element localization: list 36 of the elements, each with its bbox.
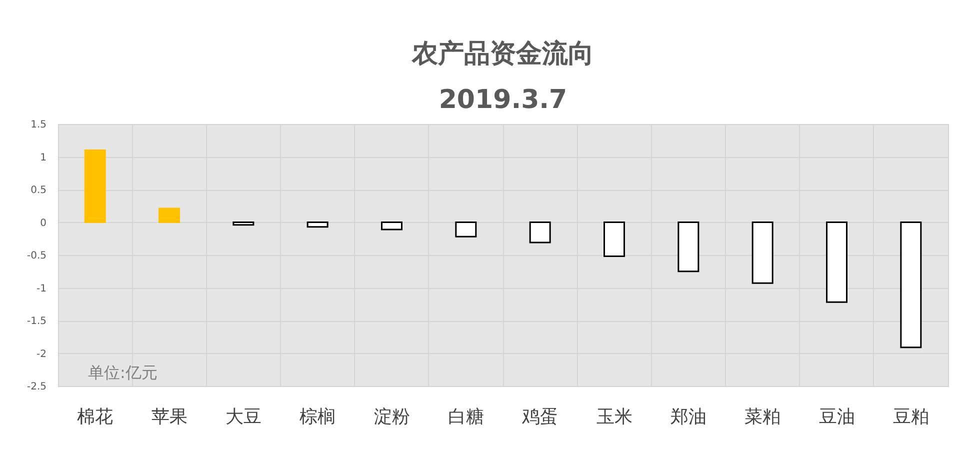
- bar: [826, 222, 848, 303]
- x-tick-label: 豆粕: [892, 406, 929, 428]
- x-tick-label: 苹果: [151, 406, 188, 428]
- x-tick-label: 玉米: [596, 406, 632, 428]
- chart-subtitle: 2019.3.7: [438, 85, 568, 115]
- x-tick-label: 白糖: [448, 406, 484, 428]
- x-tick-label: 大豆: [225, 406, 262, 428]
- x-tick-label: 淀粉: [374, 406, 410, 428]
- bar: [678, 222, 700, 272]
- bar: [900, 222, 922, 348]
- x-tick-label: 郑油: [670, 406, 706, 428]
- bar: [306, 222, 328, 228]
- x-tick-label: 豆油: [818, 406, 855, 428]
- bar: [529, 222, 551, 244]
- x-tick-label: 菜粕: [744, 406, 781, 428]
- x-tick-label: 棕榈: [300, 406, 336, 428]
- y-tick-label: -1: [36, 283, 46, 294]
- annotation: 单位:亿元: [88, 363, 158, 382]
- bar: [604, 222, 625, 258]
- chart-title: 农产品资金流向: [411, 39, 594, 69]
- y-tick-label: -2: [36, 348, 46, 360]
- x-tick-label: 棉花: [77, 406, 114, 428]
- bar: [158, 208, 180, 223]
- y-tick-label: 0: [40, 218, 46, 229]
- y-tick-label: -2.5: [26, 382, 46, 392]
- y-tick-label: 1.5: [30, 120, 46, 130]
- y-tick-label: -0.5: [26, 250, 46, 262]
- bar: [232, 222, 254, 226]
- bar: [381, 222, 402, 230]
- bar: [752, 222, 774, 284]
- bar: [84, 149, 106, 223]
- bar: [455, 222, 477, 238]
- x-tick-label: 鸡蛋: [521, 406, 558, 428]
- y-tick-label: 0.5: [30, 185, 46, 196]
- y-tick-label: 1: [40, 152, 46, 164]
- y-tick-label: -1.5: [26, 316, 46, 327]
